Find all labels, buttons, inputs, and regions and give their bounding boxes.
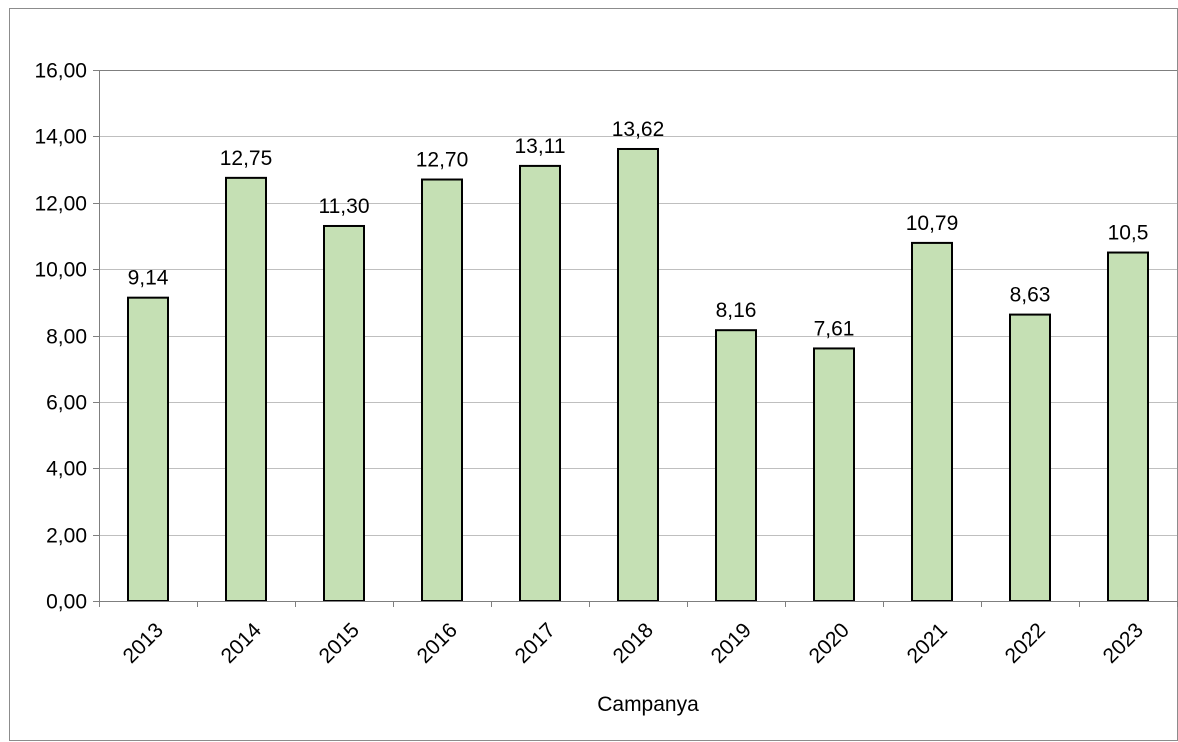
x-tick-label: 2017 [511,619,560,668]
data-label: 7,61 [814,317,855,340]
bar-2014 [225,176,267,602]
x-tick-label: 2021 [903,619,952,668]
y-tick-label: 12,00 [34,193,87,216]
y-tick-label: 2,00 [46,525,87,548]
x-tick-label: 2013 [119,619,168,668]
data-label: 12,70 [416,149,469,172]
x-tick-label: 2015 [315,619,364,668]
bar-2023 [1107,251,1149,602]
x-tick-label: 2022 [1001,619,1050,668]
data-label: 13,62 [612,118,665,141]
data-label: 12,75 [220,147,273,170]
labels: 0,00 2,00 4,00 6,00 8,00 10,00 12,00 14,00 16,00… [34,60,1148,668]
bar-2017 [519,164,561,603]
x-tick-label: 2023 [1099,619,1148,668]
data-label: 13,11 [515,135,566,158]
y-tick-label: 6,00 [46,392,87,415]
bar-2013 [127,296,169,602]
bar-2022 [1009,313,1051,602]
bar-2016 [421,178,463,603]
bar-2020 [813,347,855,602]
data-label: 8,16 [716,299,757,322]
bars [127,147,1149,603]
x-tick-label: 2016 [413,619,462,668]
y-tick-label: 14,00 [34,126,87,149]
data-label: 11,30 [319,195,370,218]
y-tick-label: 8,00 [46,326,87,349]
data-label: 8,63 [1010,284,1051,307]
data-label: 10,79 [906,212,959,235]
bar-2021 [911,241,953,603]
y-tick-label: 16,00 [34,60,87,83]
y-tick-label: 10,00 [34,259,87,282]
data-label: 9,14 [128,267,169,290]
x-tick-label: 2019 [707,619,756,668]
bar-2015 [323,224,365,602]
x-axis-title: Campanya [597,693,699,716]
y-tick-label: 4,00 [46,458,87,481]
bar-2019 [715,329,757,602]
x-tick-label: 2020 [805,619,854,668]
data-label: 10,5 [1108,222,1149,245]
axes [93,70,1178,607]
bar-2018 [617,147,659,603]
chart-frame [9,8,1178,741]
y-tick-label: 0,00 [46,591,87,614]
x-tick-label: 2014 [217,618,267,668]
x-tick-label: 2018 [609,619,658,668]
